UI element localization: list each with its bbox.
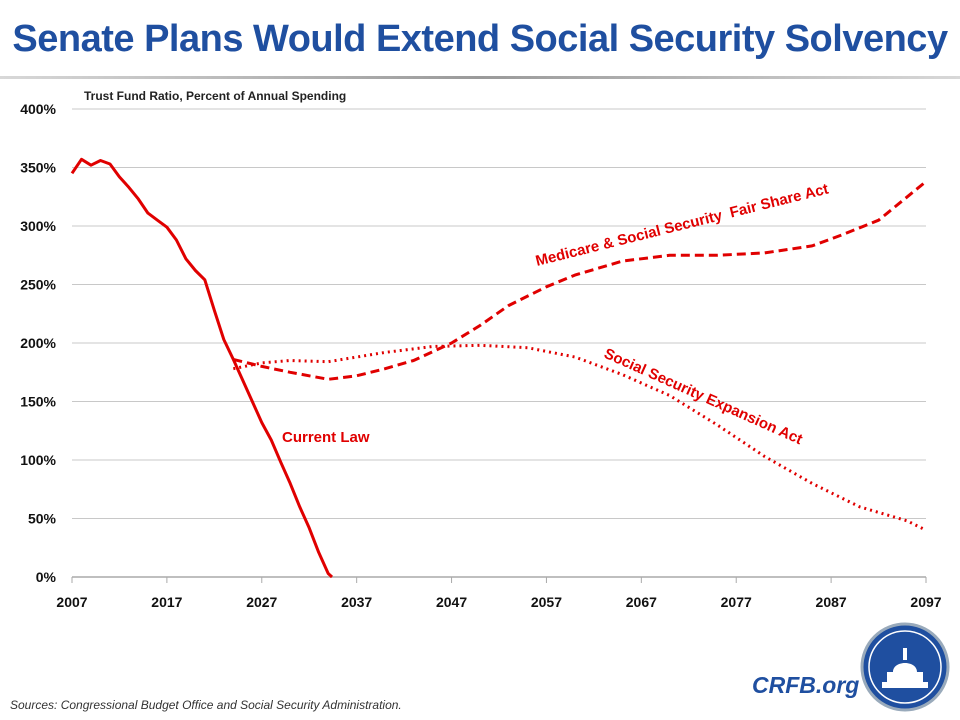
y-tick-label: 100%	[20, 452, 56, 468]
y-tick-label: 350%	[20, 160, 56, 176]
series-line-dotted	[233, 343, 927, 532]
x-tick-label: 2027	[246, 594, 277, 610]
x-tick-label: 2077	[721, 594, 752, 610]
y-tick-label: 250%	[20, 277, 56, 293]
label-current-law: Current Law	[282, 429, 370, 446]
y-tick-label: 150%	[20, 394, 56, 410]
page-title: Senate Plans Would Extend Social Securit…	[12, 18, 948, 60]
x-tick-label: 2067	[626, 594, 657, 610]
y-tick-label: 200%	[20, 335, 56, 351]
crfb-capitol-logo	[860, 622, 950, 712]
brand-link[interactable]: CRFB.org	[752, 672, 860, 698]
x-tick-label: 2007	[56, 594, 87, 610]
x-tick-label: 2047	[436, 594, 467, 610]
x-tick-label: 2057	[531, 594, 562, 610]
x-tick-label: 2097	[910, 594, 941, 610]
x-tick-label: 2037	[341, 594, 372, 610]
x-tick-label: 2087	[816, 594, 847, 610]
series-line-solid	[70, 157, 334, 579]
title-divider	[0, 76, 960, 79]
y-tick-label: 50%	[28, 511, 57, 527]
y-tick-label: 400%	[20, 101, 56, 117]
y-tick-label: 300%	[20, 218, 56, 234]
x-tick-label: 2017	[151, 594, 182, 610]
label-expansion-act: Social Security Expansion Act	[601, 345, 805, 448]
source-note: Sources: Congressional Budget Office and…	[10, 698, 402, 712]
series-line-dashed	[232, 180, 927, 381]
y-tick-label: 0%	[36, 569, 57, 585]
y-axis-label: Trust Fund Ratio, Percent of Annual Spen…	[84, 89, 346, 103]
